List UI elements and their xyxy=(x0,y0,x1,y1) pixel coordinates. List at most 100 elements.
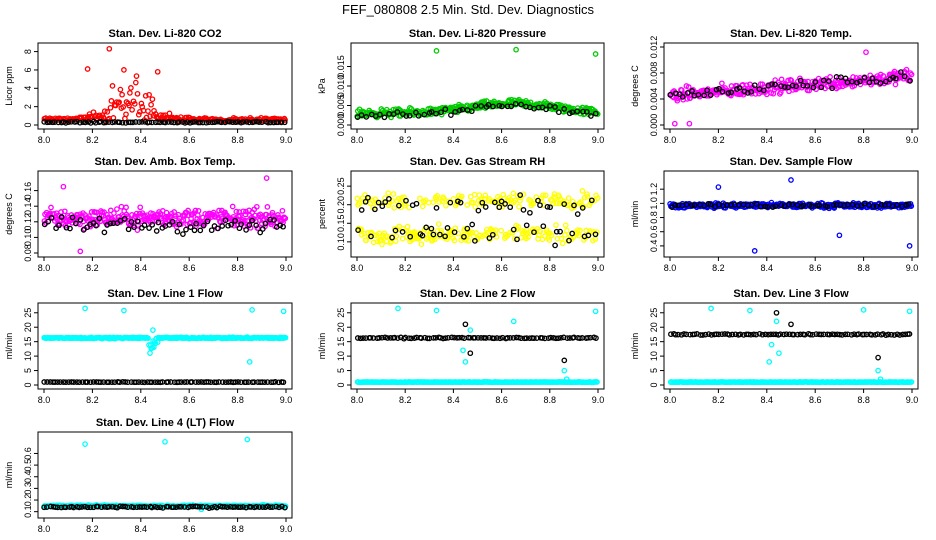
data-point xyxy=(70,504,77,511)
data-point xyxy=(181,504,188,510)
y-tick-label: 0.20 xyxy=(336,196,346,214)
data-point xyxy=(149,379,155,386)
x-tick-label: 8.6 xyxy=(183,524,196,534)
data-point xyxy=(681,331,687,337)
data-point xyxy=(225,222,231,229)
data-point xyxy=(744,90,751,96)
data-point xyxy=(379,203,386,210)
data-point xyxy=(82,305,88,312)
x-tick-label: 8.0 xyxy=(351,263,364,273)
data-point xyxy=(363,114,370,120)
data-point xyxy=(129,119,136,126)
series-secondary xyxy=(41,118,288,126)
series-primary xyxy=(667,305,915,386)
data-point xyxy=(166,222,173,228)
data-point xyxy=(106,45,113,52)
data-point xyxy=(93,222,99,229)
data-point xyxy=(830,202,837,208)
data-point xyxy=(207,379,214,386)
data-point xyxy=(157,504,164,511)
data-point xyxy=(434,193,441,199)
data-point xyxy=(408,335,415,342)
data-point xyxy=(579,188,586,194)
y-tick-label: 0.10 xyxy=(23,229,33,247)
data-point xyxy=(60,379,67,385)
data-point xyxy=(195,207,202,214)
data-point xyxy=(753,201,760,207)
data-point xyxy=(468,108,475,115)
data-point xyxy=(891,332,898,338)
x-tick-label: 8.0 xyxy=(38,135,51,145)
series-secondary xyxy=(355,192,599,249)
data-point xyxy=(135,111,142,118)
data-point xyxy=(672,331,679,338)
data-point xyxy=(73,220,79,227)
data-point xyxy=(142,92,149,99)
data-point xyxy=(789,82,796,89)
data-point xyxy=(403,113,410,119)
data-point xyxy=(391,205,398,211)
data-point xyxy=(128,219,135,225)
data-point xyxy=(82,119,89,126)
data-point xyxy=(376,335,382,341)
data-point xyxy=(104,109,111,115)
y-tick-label: 10 xyxy=(23,351,33,361)
data-point xyxy=(462,359,469,365)
data-point xyxy=(395,305,401,312)
data-point xyxy=(584,193,591,200)
data-point xyxy=(246,222,253,228)
data-point xyxy=(542,192,549,199)
data-point xyxy=(561,357,568,364)
data-point xyxy=(141,379,148,386)
data-point xyxy=(704,87,710,94)
data-point xyxy=(76,379,83,386)
data-point xyxy=(820,77,827,84)
data-point xyxy=(107,104,114,111)
data-point xyxy=(525,234,531,240)
data-point xyxy=(579,205,586,211)
data-point xyxy=(768,341,775,348)
data-point xyxy=(80,119,86,126)
panel-8: Stan. Dev. Line 2 Flow ml/min 8.0 8.2 8.4 8.6… xyxy=(317,288,605,405)
data-point xyxy=(358,112,365,118)
data-point xyxy=(800,202,807,209)
data-point xyxy=(127,90,133,96)
data-point xyxy=(205,119,212,126)
x-tick-label: 8.0 xyxy=(38,263,51,273)
x-tick-label: 8.4 xyxy=(447,263,460,273)
panel-7: Stan. Dev. Line 1 Flow ml/min 8.0 8.2 8.4 8.6… xyxy=(4,288,293,405)
data-point xyxy=(566,237,572,244)
x-tick-label: 8.8 xyxy=(231,395,244,405)
data-point xyxy=(903,66,910,73)
data-point xyxy=(52,379,58,385)
data-point xyxy=(443,202,449,209)
x-tick-label: 8.2 xyxy=(712,395,725,405)
data-point xyxy=(470,199,476,206)
data-point xyxy=(276,504,282,511)
data-point xyxy=(153,228,160,234)
data-point xyxy=(122,379,129,385)
data-point xyxy=(571,202,577,209)
data-point xyxy=(63,224,70,231)
data-point xyxy=(101,229,108,236)
data-point xyxy=(713,331,720,338)
data-point xyxy=(719,331,725,338)
data-point xyxy=(358,207,365,213)
y-tick-label: 0.000 xyxy=(649,114,659,137)
data-point xyxy=(593,335,599,341)
data-point xyxy=(769,81,775,87)
data-point xyxy=(355,227,361,233)
data-point xyxy=(117,503,123,510)
data-point xyxy=(86,213,92,220)
data-point xyxy=(243,379,249,386)
data-point xyxy=(199,119,206,126)
data-point xyxy=(381,114,388,121)
y-tick-label: 8 xyxy=(23,49,33,54)
data-point xyxy=(794,331,801,338)
data-point xyxy=(402,200,409,207)
data-point xyxy=(369,197,375,204)
data-point xyxy=(486,235,493,241)
data-point xyxy=(473,230,479,236)
data-point xyxy=(788,321,794,328)
data-point xyxy=(248,504,254,510)
